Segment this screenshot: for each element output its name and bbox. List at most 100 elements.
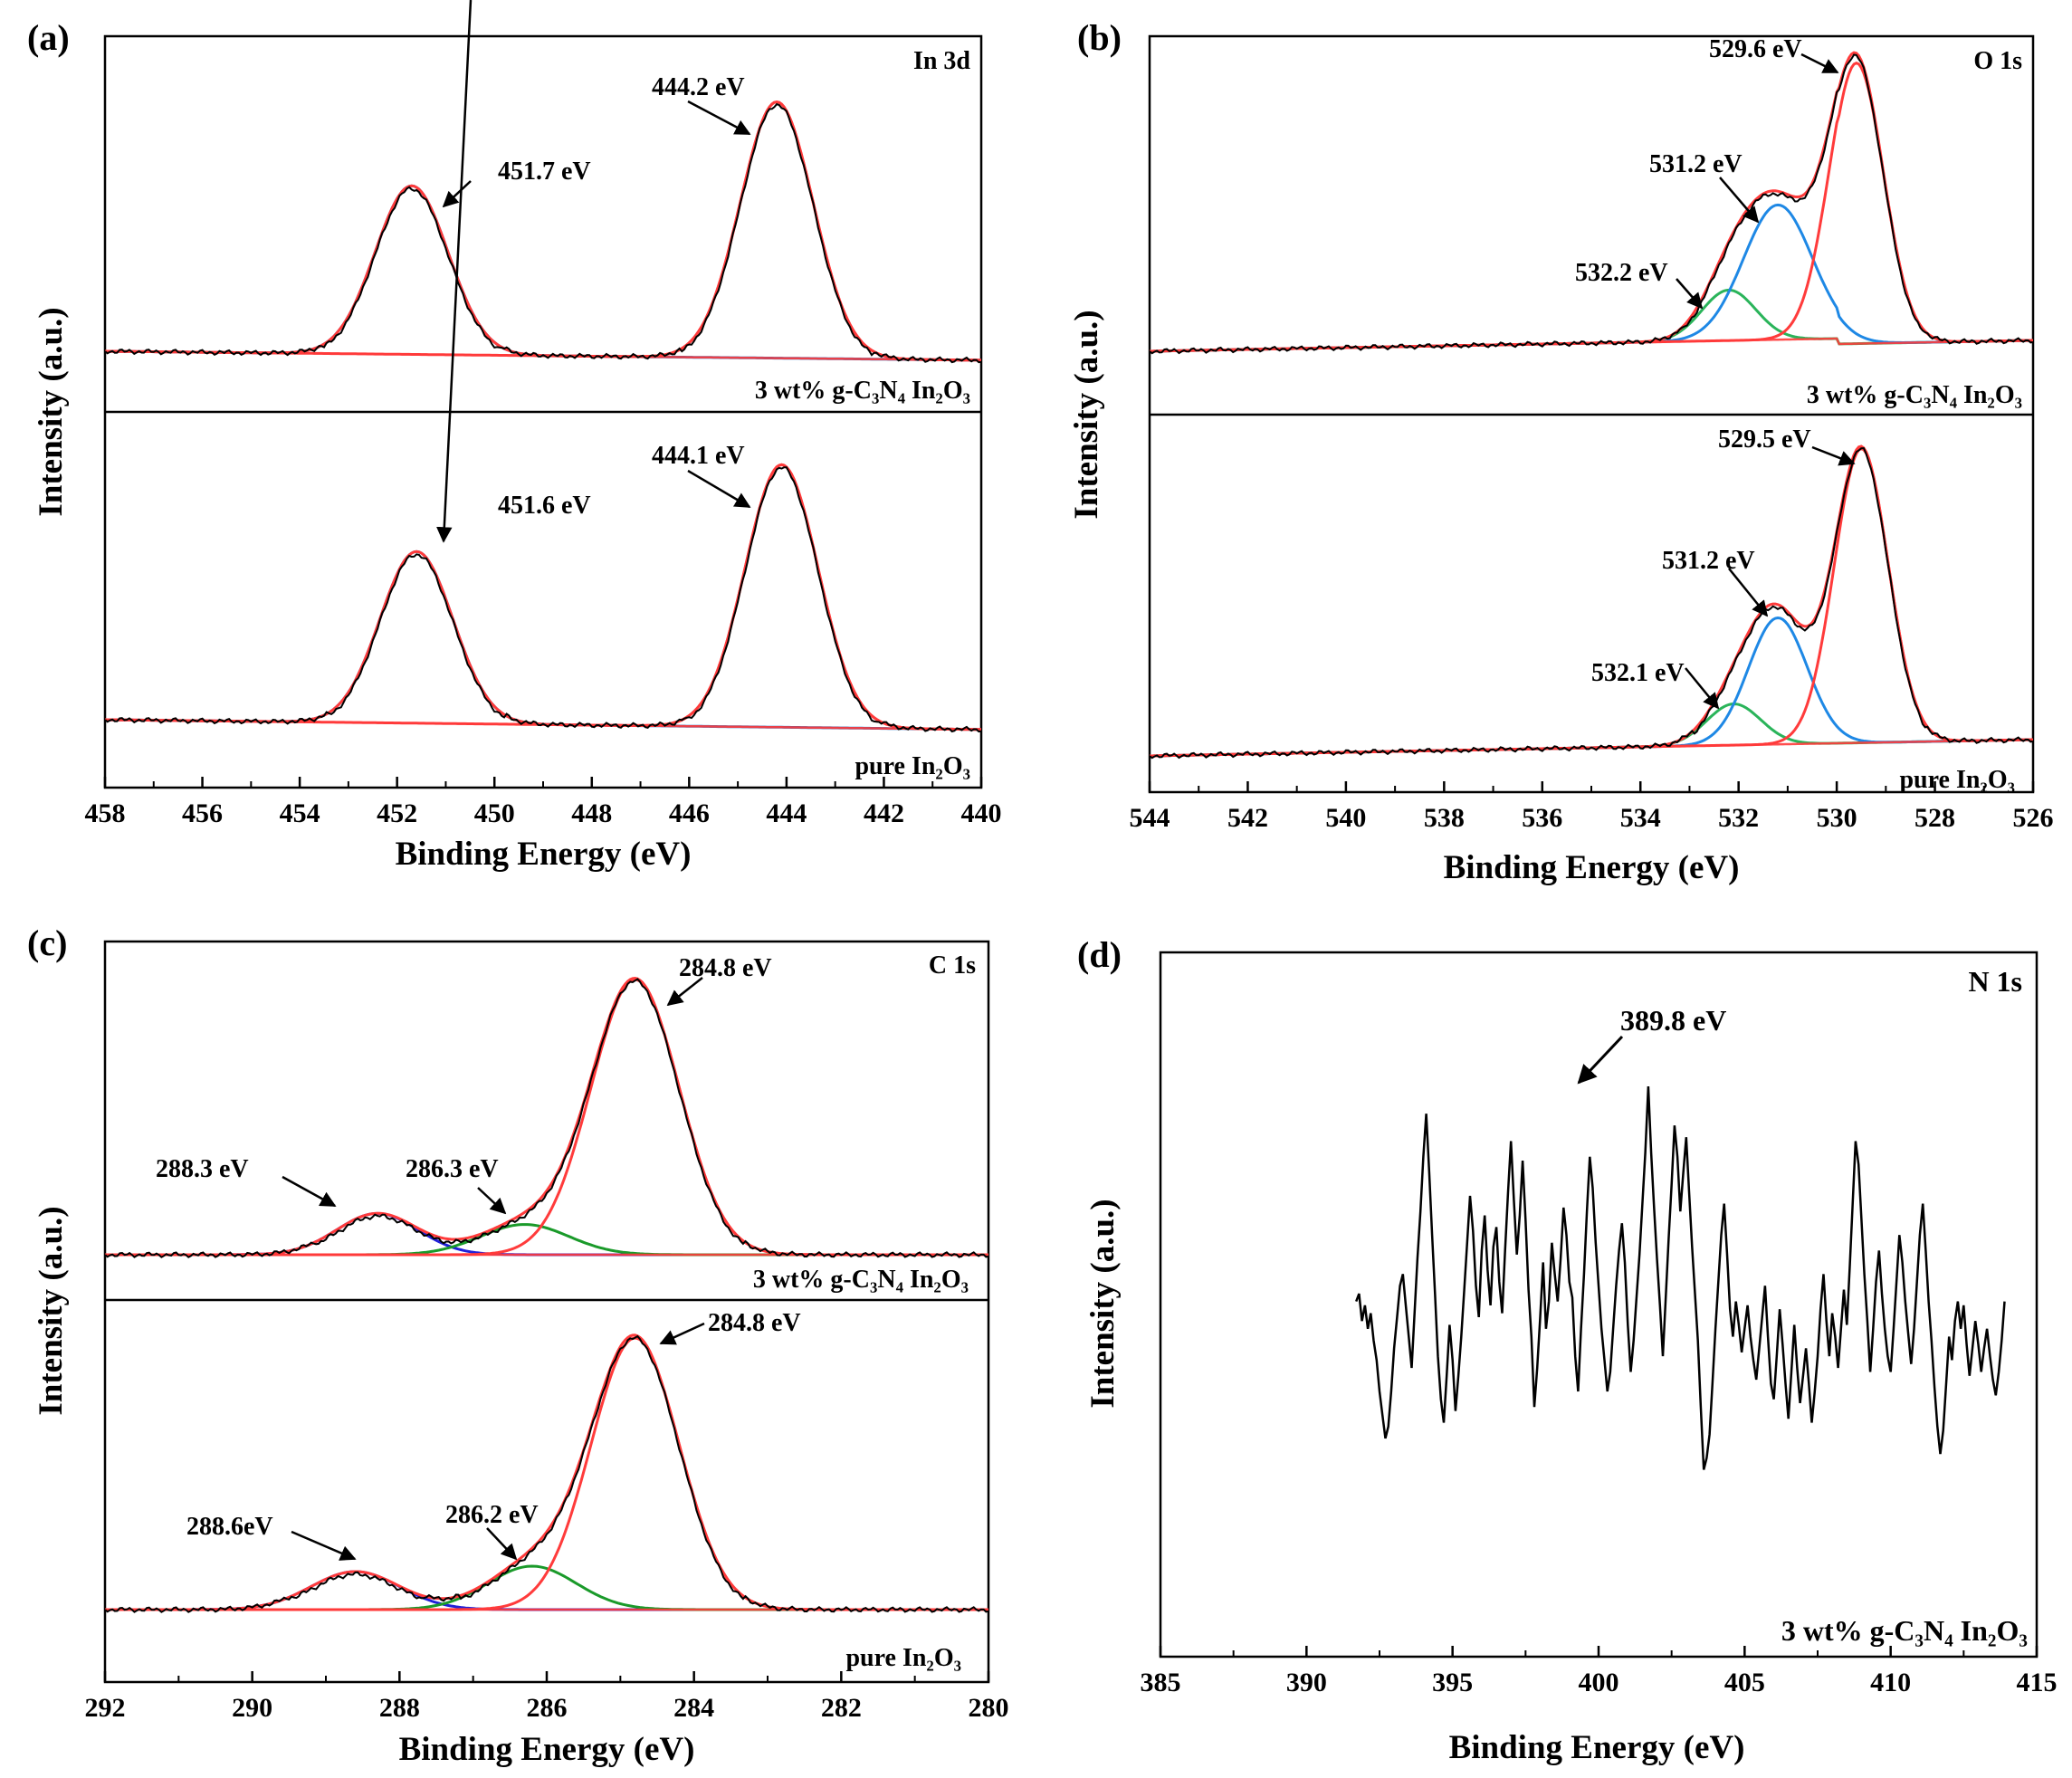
- panel-d-y-label: Intensity (a.u.): [1084, 1199, 1122, 1408]
- panel-a-x-ticks: 458 456 454 452 450 448 446 444 442 440: [85, 777, 1002, 828]
- panel-b-tick-label: 530: [1817, 803, 1857, 833]
- panel-c-top-arrow-2: [477, 1187, 507, 1215]
- fit-envelope-curve: [105, 976, 988, 1257]
- panel-b-tick-label: 536: [1522, 803, 1562, 833]
- panel-c-top-ann-3: 284.8 eV: [679, 954, 772, 982]
- panel-a-bottom-ann-1: 451.6 eV: [498, 492, 591, 520]
- panel-c-tick-label: 288: [379, 1693, 420, 1723]
- panel-c-title: C 1s: [929, 951, 976, 980]
- panel-c-top-arrow-3: [666, 977, 703, 1007]
- raw-data-curve: [1149, 446, 2034, 760]
- panel-b: (b) O 1s 3 wt% g-C₃N₄ In₂O₃ pure In₂O₃ 5…: [1068, 17, 2054, 886]
- raw-data-curve: [104, 466, 982, 733]
- raw-data-curve: [104, 978, 989, 1258]
- raw-data-curve: [1149, 53, 2034, 355]
- n1s-spectrum-line: [1355, 1085, 2006, 1470]
- panel-a-tick-label: 448: [571, 798, 612, 828]
- panel-a-bottom-curves: [104, 463, 982, 733]
- panel-b-top-ann-1: 532.2 eV: [1575, 259, 1668, 287]
- component-peak-curve: [105, 184, 981, 362]
- fit-envelope-curve: [1150, 51, 2033, 353]
- panel-a-bottom-sample: pure In₂O₃: [855, 752, 970, 780]
- raw-data-curve: [104, 1334, 989, 1613]
- panel-d-label: (d): [1077, 934, 1122, 975]
- panel-b-tick-label: 528: [1914, 803, 1955, 833]
- panel-d-sample: 3 wt% g-C₃N₄ In₂O₃: [1781, 1614, 2028, 1647]
- panel-c-bottom-ann-1: 288.6eV: [186, 1513, 273, 1541]
- panel-c-top-sample: 3 wt% g-C₃N₄ In₂O₃: [753, 1266, 969, 1294]
- panel-d-tick-label: 410: [1870, 1668, 1911, 1697]
- panel-d-tick-label: 385: [1141, 1668, 1181, 1697]
- panel-c-bottom-ann-3: 284.8 eV: [708, 1309, 801, 1337]
- panel-a-tick-label: 442: [864, 798, 904, 828]
- panel-b-top-arrow-3: [1800, 53, 1839, 74]
- fit-envelope-curve: [1150, 444, 2033, 758]
- panel-b-bottom-arrow-3: [1811, 445, 1856, 466]
- panel-d-title: N 1s: [1968, 965, 2022, 998]
- panel-b-tick-label: 526: [2013, 803, 2054, 833]
- panel-c: (c) C 1s 3 wt% g-C₃N₄ In₂O₃ pure In₂O₃ 2…: [27, 922, 1009, 1768]
- panel-b-bottom-ann-1: 532.1 eV: [1591, 659, 1685, 687]
- panel-a-bottom-ann-2: 444.1 eV: [652, 442, 745, 470]
- panel-b-bottom-ann-3: 529.5 eV: [1718, 425, 1811, 454]
- panel-a-bottom-arrow-2: [687, 469, 751, 509]
- panel-a-x-label: Binding Energy (eV): [396, 836, 692, 873]
- panel-b-tick-label: 534: [1620, 803, 1661, 833]
- panel-a-bottom-arrow-1: [436, 0, 473, 543]
- panel-b-top-arrow-1: [1676, 278, 1704, 310]
- panel-b-tick-label: 540: [1325, 803, 1366, 833]
- panel-b-top-sample: 3 wt% g-C₃N₄ In₂O₃: [1807, 381, 2022, 409]
- raw-data-curve: [104, 102, 982, 364]
- panel-b-y-label: Intensity (a.u.): [1068, 310, 1105, 519]
- component-peak-curve: [1150, 61, 2033, 353]
- panel-d-tick-label: 395: [1432, 1668, 1473, 1697]
- panel-c-top-ann-2: 286.3 eV: [406, 1155, 499, 1183]
- panel-b-top-ann-2: 531.2 eV: [1649, 150, 1743, 178]
- panel-a-top-arrow-2: [687, 100, 751, 136]
- component-peak-curve: [105, 1570, 988, 1611]
- panel-c-x-label: Binding Energy (eV): [399, 1731, 695, 1768]
- panel-b-tick-label: 532: [1718, 803, 1759, 833]
- panel-b-bottom-ann-2: 531.2 eV: [1662, 547, 1755, 575]
- panel-a-tick-label: 452: [377, 798, 417, 828]
- panel-a-top-ann-1: 451.7 eV: [498, 158, 591, 186]
- panel-b-tick-label: 538: [1424, 803, 1465, 833]
- panel-c-bottom-arrow-3: [659, 1322, 705, 1345]
- panel-b-top-ann-3: 529.6 eV: [1709, 35, 1802, 63]
- panel-d: (d) N 1s 389.8 eV 3 wt% g-C₃N₄ In₂O₃ 385…: [1077, 934, 2058, 1766]
- panel-c-label: (c): [27, 922, 67, 963]
- panel-a-tick-label: 440: [961, 798, 1002, 828]
- panel-d-tick-label: 390: [1286, 1668, 1327, 1697]
- panel-c-top-curves: [104, 976, 989, 1258]
- panel-b-tick-label: 542: [1227, 803, 1268, 833]
- panel-c-bottom-arrow-2: [486, 1527, 518, 1561]
- panel-c-bottom-arrow-1: [291, 1530, 357, 1561]
- panel-a-top-arrow-1: [442, 180, 472, 208]
- panel-c-tick-label: 280: [969, 1693, 1009, 1723]
- panel-c-tick-label: 292: [85, 1693, 126, 1723]
- panel-a-top-curves: [104, 100, 982, 364]
- component-peak-curve: [105, 550, 981, 731]
- panel-a-tick-label: 444: [766, 798, 807, 828]
- panel-b-top-arrow-2: [1719, 177, 1760, 224]
- panel-c-tick-label: 286: [527, 1693, 568, 1723]
- panel-b-bottom-arrow-2: [1728, 568, 1769, 617]
- panel-b-x-ticks: 544 542 540 538 536 534 532 530 528 526: [1130, 781, 2054, 833]
- panel-c-x-ticks: 292 290 288 286 284 282 280: [85, 1671, 1009, 1723]
- panel-c-tick-label: 290: [232, 1693, 272, 1723]
- panel-d-tick-label: 405: [1724, 1668, 1765, 1697]
- fit-envelope-curve: [105, 100, 981, 362]
- component-peak-curve: [105, 1223, 988, 1257]
- panel-d-x-label: Binding Energy (eV): [1449, 1729, 1745, 1766]
- panel-a-tick-label: 458: [85, 798, 126, 828]
- panel-a-tick-label: 450: [474, 798, 515, 828]
- panel-b-bottom-arrow-1: [1685, 667, 1720, 710]
- panel-a-tick-label: 454: [280, 798, 320, 828]
- panel-a-title: In 3d: [913, 47, 970, 75]
- panel-b-top-curves: [1149, 51, 2034, 355]
- panel-b-x-label: Binding Energy (eV): [1444, 849, 1740, 886]
- component-peak-curve: [1150, 446, 2033, 758]
- panel-b-label: (b): [1077, 17, 1122, 58]
- component-peak-curve: [105, 978, 988, 1257]
